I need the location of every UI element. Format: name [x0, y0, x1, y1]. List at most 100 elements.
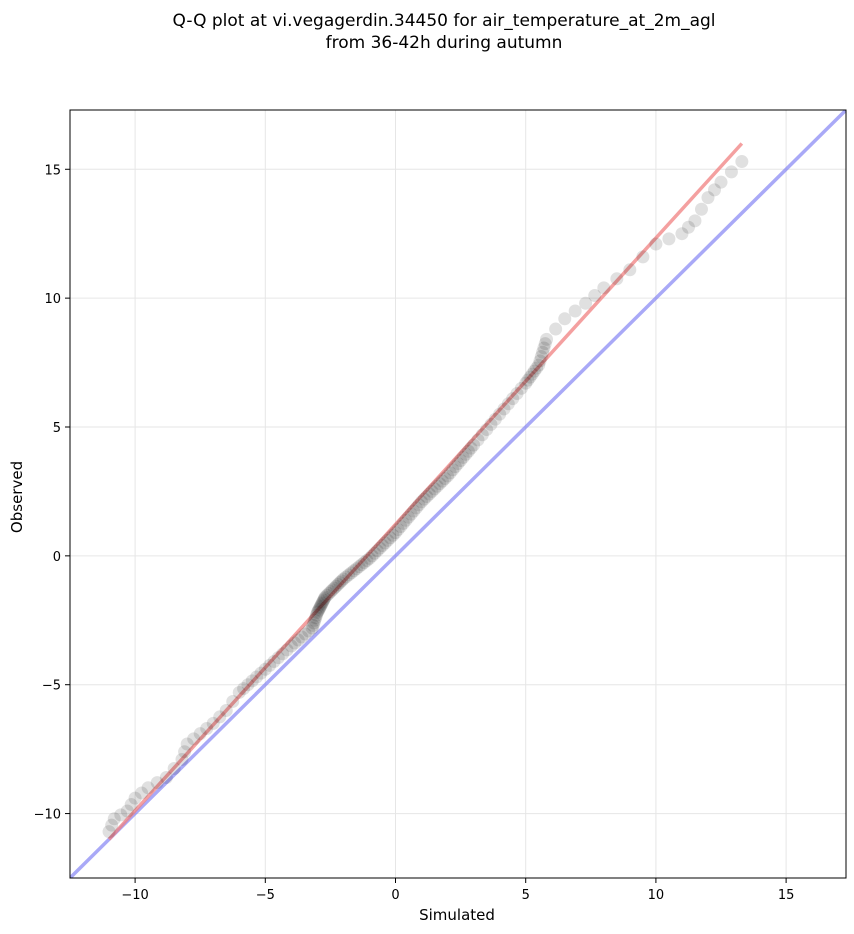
- data-point-12: [175, 752, 189, 766]
- y-tick-label-5: 15: [44, 163, 61, 178]
- plot-area-frame: [69, 109, 847, 879]
- data-point-6: [128, 791, 142, 805]
- data-point-37: [295, 630, 309, 644]
- data-point-116: [467, 438, 481, 452]
- data-point-7: [135, 786, 149, 800]
- data-point-135: [533, 354, 547, 368]
- data-point-118: [475, 428, 489, 442]
- data-point-139: [538, 337, 552, 351]
- data-point-19: [213, 710, 227, 724]
- data-point-73: [355, 558, 369, 572]
- data-point-68: [342, 568, 356, 582]
- data-point-17: [200, 722, 214, 736]
- data-point-50: [314, 599, 328, 613]
- data-point-9: [150, 776, 164, 790]
- data-point-160: [735, 155, 749, 169]
- identity-line-group: [70, 110, 846, 878]
- data-point-157: [707, 183, 721, 197]
- data-point-124: [501, 397, 515, 411]
- data-point-104: [435, 474, 449, 488]
- x-tick-label-4: 10: [648, 888, 665, 903]
- data-point-63: [331, 577, 345, 591]
- data-point-67: [339, 570, 353, 584]
- data-point-136: [534, 350, 548, 364]
- data-point-158: [714, 175, 728, 189]
- data-point-147: [610, 272, 624, 286]
- x-axis-label: Simulated: [419, 906, 495, 924]
- data-point-145: [588, 289, 602, 303]
- data-point-138: [537, 341, 551, 355]
- data-point-21: [226, 694, 240, 708]
- data-point-151: [662, 232, 676, 246]
- data-point-14: [180, 737, 194, 751]
- data-point-84: [383, 531, 397, 545]
- data-point-85: [386, 528, 400, 542]
- data-point-23: [237, 682, 251, 696]
- scatter-points: [102, 155, 749, 839]
- data-point-121: [488, 412, 502, 426]
- data-point-154: [688, 214, 702, 228]
- data-point-26: [250, 670, 264, 684]
- data-point-58: [322, 586, 336, 600]
- data-point-22: [232, 685, 246, 699]
- data-point-128: [519, 376, 533, 390]
- data-point-4: [120, 804, 134, 818]
- x-tick-label-5: 15: [778, 888, 795, 903]
- data-point-153: [681, 220, 695, 234]
- data-point-49: [313, 601, 327, 615]
- chart-title-group: Q-Q plot at vi.vegagerdin.34450 for air_…: [172, 11, 715, 53]
- data-point-2: [107, 812, 121, 826]
- data-point-120: [484, 417, 498, 431]
- data-point-51: [314, 598, 328, 612]
- data-point-75: [360, 553, 374, 567]
- data-point-89: [396, 516, 410, 530]
- data-point-143: [568, 304, 582, 318]
- data-point-142: [558, 312, 572, 326]
- data-point-100: [425, 484, 439, 498]
- data-point-28: [258, 662, 272, 676]
- data-point-119: [480, 423, 494, 437]
- data-point-131: [525, 367, 539, 381]
- data-point-122: [493, 407, 507, 421]
- data-point-46: [310, 606, 324, 620]
- data-point-69: [344, 566, 358, 580]
- data-point-48: [312, 602, 326, 616]
- data-point-108: [446, 463, 460, 477]
- data-point-134: [532, 358, 546, 372]
- data-point-146: [597, 281, 611, 295]
- data-point-64: [333, 576, 347, 590]
- data-point-57: [320, 588, 334, 602]
- data-point-16: [193, 727, 207, 741]
- data-point-115: [464, 441, 478, 455]
- data-point-40: [305, 621, 319, 635]
- data-point-55: [317, 592, 331, 606]
- data-point-79: [370, 544, 384, 558]
- data-point-107: [443, 466, 457, 480]
- data-point-105: [438, 472, 452, 486]
- data-point-82: [378, 536, 392, 550]
- data-point-92: [404, 507, 418, 521]
- data-point-125: [506, 392, 520, 406]
- data-point-42: [307, 616, 321, 630]
- data-point-127: [514, 381, 528, 395]
- data-point-110: [451, 457, 465, 471]
- data-point-65: [335, 574, 349, 588]
- data-point-0: [102, 825, 116, 839]
- data-point-117: [471, 433, 485, 447]
- x-tick-label-3: 5: [522, 888, 530, 903]
- data-point-54: [317, 593, 331, 607]
- data-point-38: [298, 627, 312, 641]
- y-tick-label-2: 0: [53, 550, 61, 565]
- data-point-31: [271, 651, 285, 665]
- y-tick-label-3: 5: [53, 421, 61, 436]
- data-point-83: [381, 533, 395, 547]
- data-point-137: [536, 345, 550, 359]
- data-point-98: [420, 490, 434, 504]
- data-point-43: [308, 613, 322, 627]
- data-point-87: [391, 523, 405, 537]
- data-point-93: [407, 504, 421, 518]
- data-point-155: [694, 202, 708, 216]
- data-point-106: [441, 469, 455, 483]
- data-point-88: [394, 519, 408, 533]
